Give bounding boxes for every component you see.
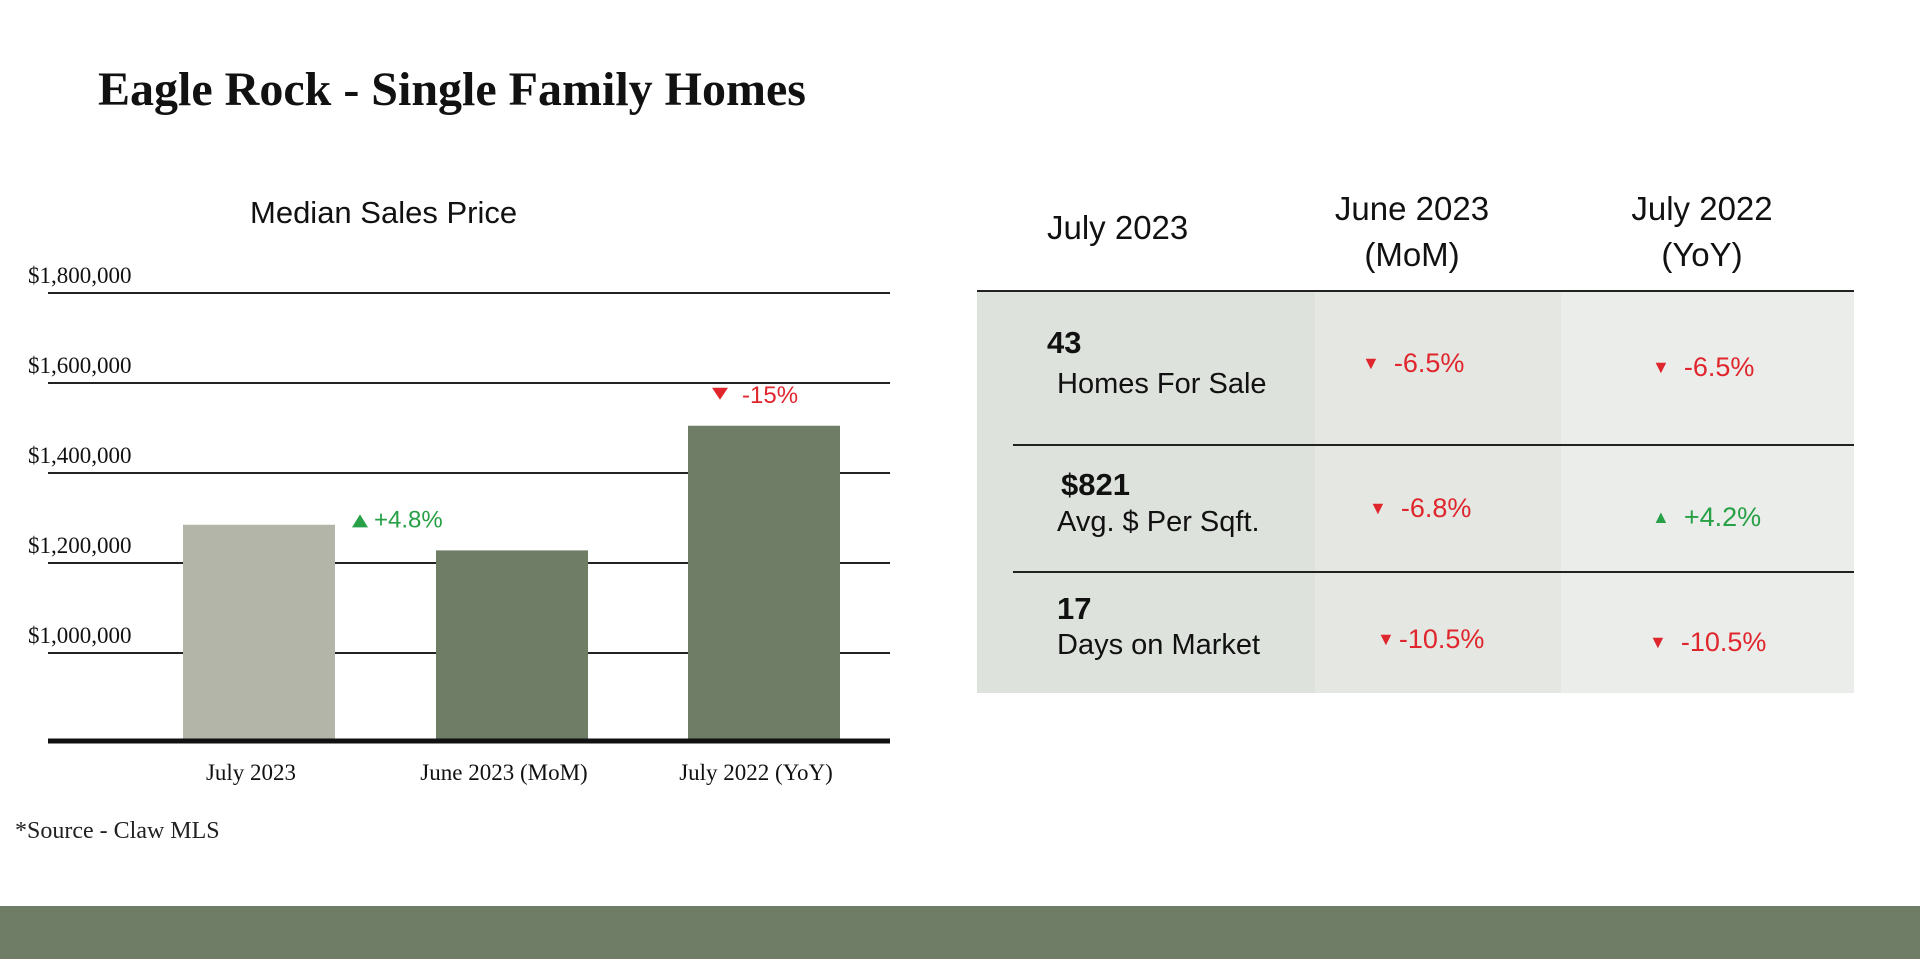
source-note: *Source - Claw MLS — [15, 818, 220, 844]
header-yoy: July 2022 (YoY) — [1608, 186, 1796, 278]
change-value: -6.5% — [1683, 352, 1755, 382]
homes-for-sale-yoy: ▼ -6.5% — [1652, 352, 1754, 383]
price-per-sqft-yoy: ▲ +4.2% — [1652, 502, 1761, 533]
change-value: -10.5% — [1680, 627, 1767, 657]
down-arrow-icon: ▼ — [1377, 629, 1395, 649]
header-current: July 2023 — [1047, 205, 1188, 251]
days-on-market-mom: ▼ -10.5% — [1377, 624, 1484, 655]
header-mom-line1: June 2023 — [1334, 190, 1490, 227]
down-arrow-icon: ▼ — [1652, 357, 1670, 377]
chart-title: Median Sales Price — [250, 195, 518, 230]
homes-for-sale-mom: ▼ -6.5% — [1362, 348, 1464, 379]
down-arrow-icon: ▼ — [1362, 353, 1380, 373]
days-on-market-label: Days on Market — [1057, 629, 1261, 661]
y-tick-label: $1,000,000 — [28, 623, 132, 648]
change-value: -6.8% — [1400, 493, 1472, 523]
price-per-sqft-value: $821 — [1061, 467, 1130, 502]
page-title: Eagle Rock - Single Family Homes — [98, 63, 806, 116]
price-per-sqft-mom: ▼ -6.8% — [1369, 493, 1471, 524]
header-divider — [977, 290, 1854, 292]
days-on-market-yoy: ▼ -10.5% — [1649, 627, 1766, 658]
column-shade-mom — [1315, 292, 1561, 693]
header-yoy-line2: (YoY) — [1661, 236, 1743, 273]
bar-annotation: -15% — [742, 382, 798, 409]
bar — [183, 524, 335, 741]
bar — [436, 550, 588, 741]
median-price-bar-chart: $1,000,000 $1,200,000 $1,400,000 $1,600,000… — [28, 263, 890, 785]
y-tick-label: $1,200,000 — [28, 533, 132, 558]
down-arrow-icon — [712, 387, 728, 400]
footer-bar — [0, 906, 1920, 959]
up-arrow-icon — [352, 514, 368, 528]
x-tick-label: July 2023 — [206, 760, 296, 785]
y-tick-label: $1,600,000 — [28, 353, 132, 378]
x-tick-label: June 2023 (MoM) — [420, 760, 587, 785]
header-yoy-line1: July 2022 — [1631, 190, 1773, 227]
down-arrow-icon: ▼ — [1649, 632, 1667, 652]
days-on-market-value: 17 — [1057, 591, 1092, 626]
header-current-label: July 2023 — [1047, 209, 1189, 246]
row-divider-1 — [1013, 444, 1854, 446]
bar — [688, 425, 840, 741]
down-arrow-icon: ▼ — [1369, 498, 1387, 518]
y-tick-label: $1,400,000 — [28, 443, 132, 468]
up-arrow-icon: ▲ — [1652, 507, 1670, 527]
price-per-sqft-label: Avg. $ Per Sqft. — [1057, 506, 1260, 538]
y-tick-label: $1,800,000 — [28, 263, 132, 288]
header-mom-line2: (MoM) — [1364, 236, 1460, 273]
header-mom: June 2023 (MoM) — [1318, 186, 1506, 278]
bar-annotation: +4.8% — [374, 506, 443, 533]
homes-for-sale-label: Homes For Sale — [1057, 368, 1267, 400]
homes-for-sale-value: 43 — [1047, 325, 1082, 360]
change-value: +4.2% — [1683, 502, 1762, 532]
column-shade-yoy — [1561, 292, 1854, 693]
change-value: -6.5% — [1393, 348, 1465, 378]
x-tick-label: July 2022 (YoY) — [679, 760, 833, 785]
column-shade-current — [977, 292, 1315, 693]
row-divider-2 — [1013, 571, 1854, 573]
change-value: -10.5% — [1398, 624, 1485, 654]
